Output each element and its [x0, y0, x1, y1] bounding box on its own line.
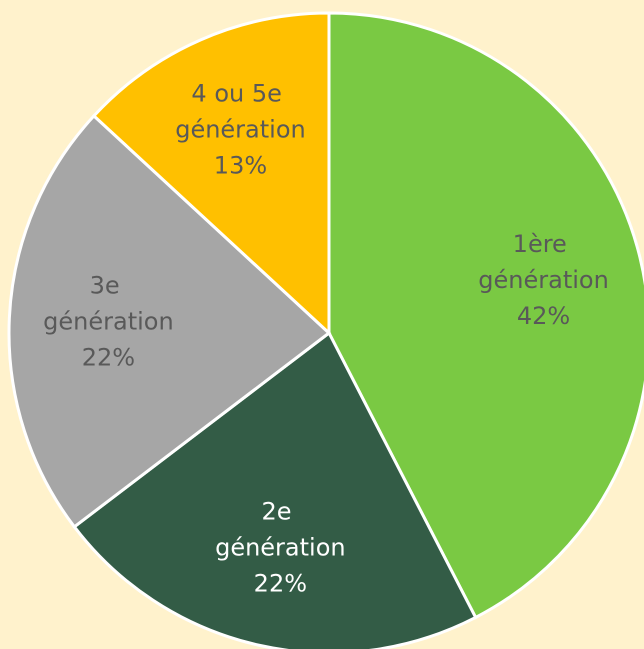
pie-slice — [7, 113, 332, 529]
label-line: génération — [478, 266, 609, 294]
pie-slice — [91, 11, 331, 337]
label-line: 4 ou 5e — [191, 80, 289, 108]
slice-label: 2e génération — [215, 497, 346, 561]
slice-label: 4 ou 5e génération — [175, 80, 306, 144]
slice-value-label: 42% — [517, 302, 570, 330]
label-line: 2e — [262, 497, 300, 525]
slice-label: 1ère génération — [478, 230, 609, 294]
label-line: génération — [175, 116, 306, 144]
slice-value-label: 13% — [214, 152, 267, 180]
pie-slice — [327, 11, 644, 620]
label-line: 3e — [90, 271, 128, 299]
pie-slice — [72, 330, 478, 649]
label-line: génération — [43, 307, 174, 335]
label-line: génération — [215, 533, 346, 561]
slice-value-label: 22% — [254, 569, 307, 597]
slice-label: 3e génération — [43, 271, 174, 335]
label-line: 1ère — [513, 230, 575, 258]
slice-value-label: 22% — [82, 343, 135, 371]
